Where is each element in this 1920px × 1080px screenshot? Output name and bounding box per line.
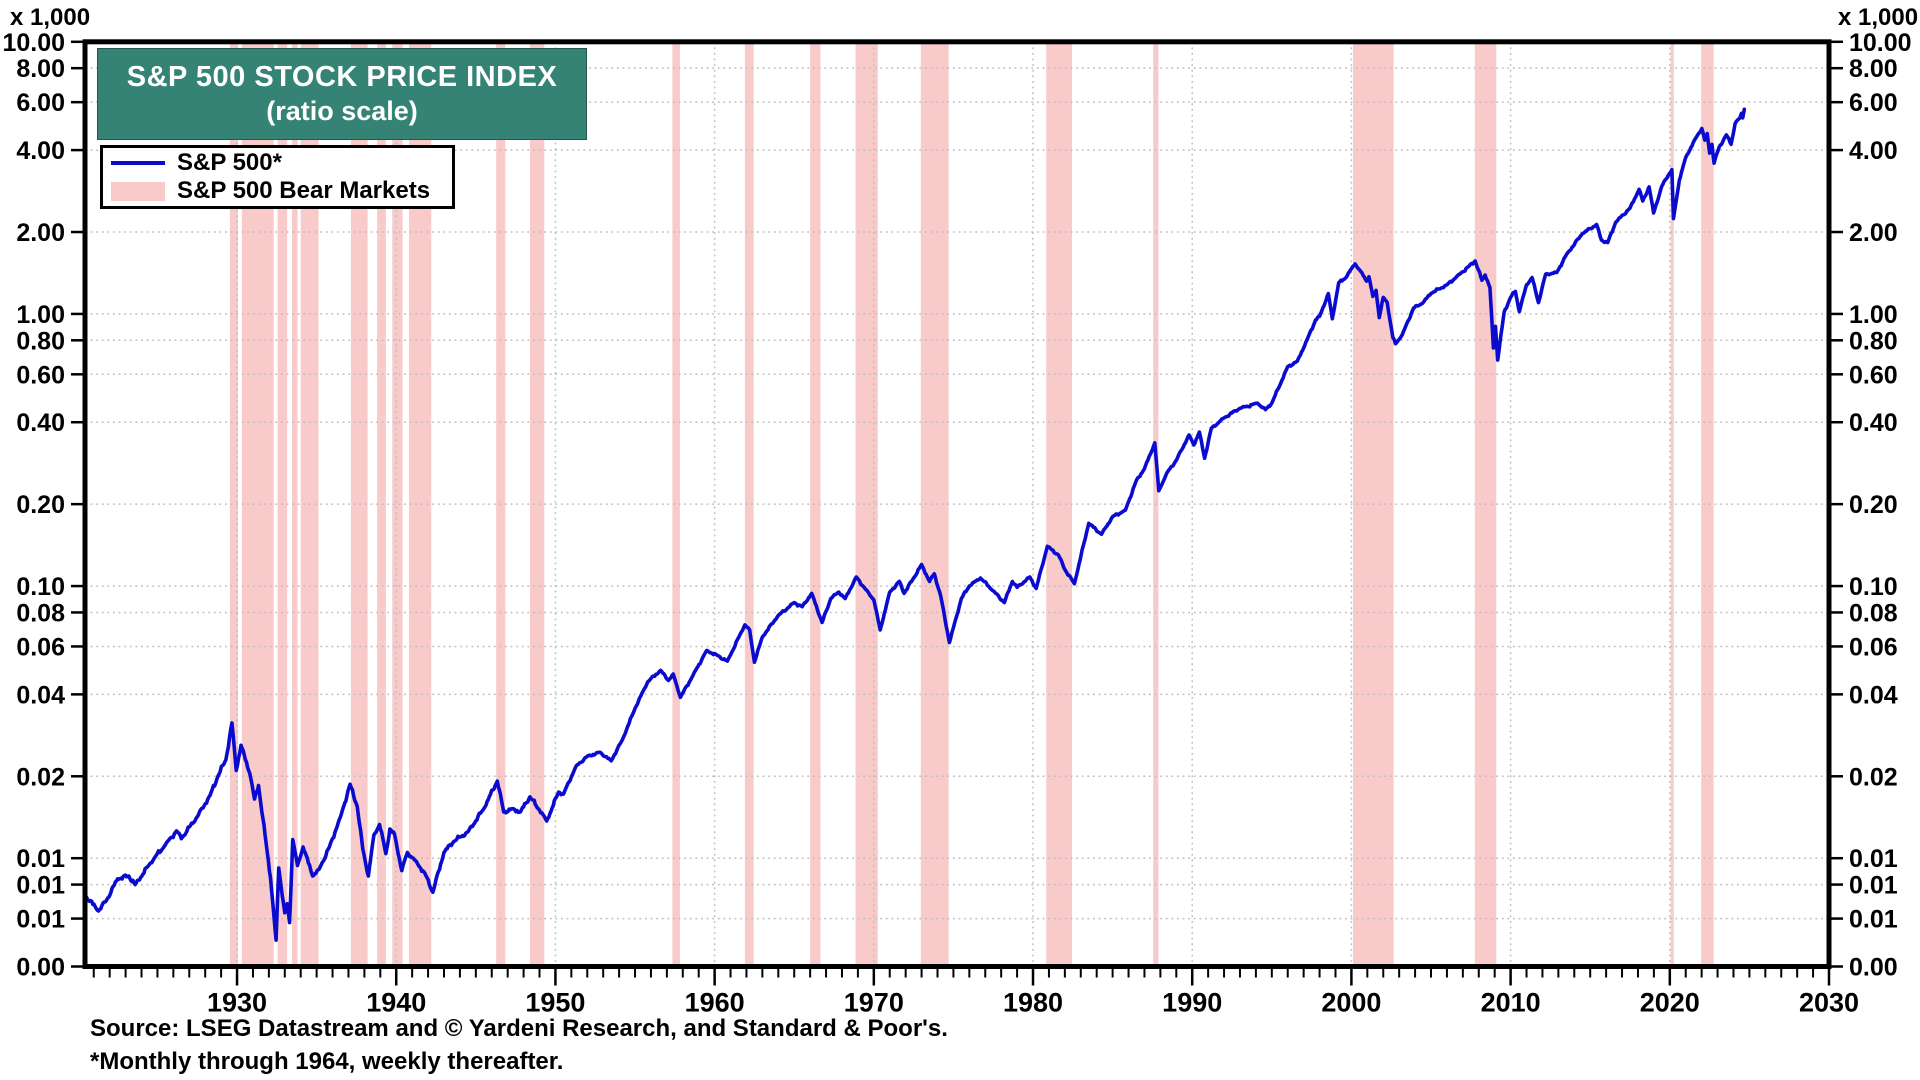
y-tick-label-left: 0.00 xyxy=(16,954,65,982)
x-tick-label: 2020 xyxy=(1640,988,1700,1018)
bear-market-bands xyxy=(229,41,1714,967)
y-tick-label-right: 0.04 xyxy=(1849,681,1898,709)
y-tick-label-left: 0.40 xyxy=(16,409,65,437)
source-line: Source: LSEG Datastream and © Yardeni Re… xyxy=(90,1015,948,1042)
y-tick-label-right: 0.60 xyxy=(1849,361,1898,389)
bear-market-band xyxy=(1670,41,1674,967)
x-tick-label: 1990 xyxy=(1162,988,1222,1018)
y-tick-label-right: 0.08 xyxy=(1849,599,1898,627)
sp500-line xyxy=(83,107,1747,942)
legend-item-sp500: S&P 500* xyxy=(111,149,452,176)
y-tick-label-right: 0.01 xyxy=(1849,906,1898,934)
y-tick-label-right: 1.00 xyxy=(1849,301,1898,329)
y-tick-label-right: 8.00 xyxy=(1849,55,1898,83)
y-tick-label-left: 0.01 xyxy=(16,872,65,900)
legend-band-swatch xyxy=(111,181,165,201)
y-tick-label-right: 0.02 xyxy=(1849,763,1898,791)
bear-market-band xyxy=(229,41,238,967)
chart-subtitle: (ratio scale) xyxy=(266,96,418,127)
y-tick-label-left: 0.02 xyxy=(16,763,65,791)
y-tick-label-left: 6.00 xyxy=(16,89,65,117)
bear-market-band xyxy=(744,41,754,967)
y-axis-unit-left: x 1,000 xyxy=(10,4,91,31)
y-tick-label-right: 0.20 xyxy=(1849,491,1898,519)
y-tick-label-right: 2.00 xyxy=(1849,219,1898,247)
x-tick-label: 1950 xyxy=(525,988,585,1018)
y-tick-label-left: 0.01 xyxy=(16,906,65,934)
y-tick-label-right: 0.01 xyxy=(1849,845,1898,873)
bear-market-band xyxy=(291,41,298,967)
bear-market-band xyxy=(1701,41,1714,967)
bear-market-band xyxy=(855,41,878,967)
x-tick-label: 1930 xyxy=(207,988,267,1018)
y-tick-label-left: 0.06 xyxy=(16,633,65,661)
y-tick-label-right: 10.00 xyxy=(1849,29,1912,57)
y-tick-label-right: 4.00 xyxy=(1849,137,1898,165)
y-tick-label-left: 1.00 xyxy=(16,301,65,329)
x-tick-label: 1960 xyxy=(685,988,745,1018)
x-tick-label: 1980 xyxy=(1003,988,1063,1018)
legend-label-bear-markets: S&P 500 Bear Markets xyxy=(177,177,431,204)
bear-market-band xyxy=(920,41,949,967)
y-tick-label-right: 0.01 xyxy=(1849,872,1898,900)
bear-market-band xyxy=(377,41,386,967)
legend-item-bear-markets: S&P 500 Bear Markets xyxy=(111,177,452,204)
y-tick-label-left: 0.01 xyxy=(16,845,65,873)
y-tick-label-right: 0.40 xyxy=(1849,409,1898,437)
y-tick-label-right: 0.06 xyxy=(1849,633,1898,661)
y-tick-label-left: 0.08 xyxy=(16,599,65,627)
legend-line-swatch xyxy=(111,161,165,165)
chart-title-box: S&P 500 STOCK PRICE INDEX (ratio scale) xyxy=(97,48,587,140)
bear-market-band xyxy=(810,41,821,967)
y-tick-label-left: 8.00 xyxy=(16,55,65,83)
y-tick-label-right: 6.00 xyxy=(1849,89,1898,117)
y-tick-label-left: 0.20 xyxy=(16,491,65,519)
y-tick-label-right: 0.80 xyxy=(1849,327,1898,355)
footnote-line: *Monthly through 1964, weekly thereafter… xyxy=(90,1048,564,1075)
y-axis-unit-right: x 1,000 xyxy=(1838,4,1919,31)
bear-market-band xyxy=(529,41,545,967)
y-tick-label-right: 0.10 xyxy=(1849,573,1898,601)
axis-ticks xyxy=(71,40,1843,986)
y-tick-label-left: 4.00 xyxy=(16,137,65,165)
source-note: Source: LSEG Datastream and © Yardeni Re… xyxy=(90,1012,948,1078)
x-tick-label: 2030 xyxy=(1799,988,1859,1018)
sp500-line-series xyxy=(83,107,1747,942)
bear-market-band xyxy=(408,41,432,967)
x-tick-label: 1940 xyxy=(366,988,426,1018)
y-tick-label-left: 0.10 xyxy=(16,573,65,601)
bear-market-band xyxy=(350,41,368,967)
y-tick-label-left: 0.80 xyxy=(16,327,65,355)
y-tick-label-left: 0.60 xyxy=(16,361,65,389)
bear-market-band xyxy=(392,41,403,967)
chart-title: S&P 500 STOCK PRICE INDEX xyxy=(126,61,558,93)
y-tick-label-right: 0.00 xyxy=(1849,954,1898,982)
bear-market-band xyxy=(672,41,680,967)
x-tick-label: 1970 xyxy=(844,988,904,1018)
axis-labels: 10.00 10.008.00 8.006.00 6.004.00 4.002.00 2.… xyxy=(2,29,1911,1018)
y-tick-label-left: 2.00 xyxy=(16,219,65,247)
x-tick-label: 2000 xyxy=(1321,988,1381,1018)
legend-label-sp500: S&P 500* xyxy=(177,149,282,176)
x-tick-label: 2010 xyxy=(1481,988,1541,1018)
legend: S&P 500* S&P 500 Bear Markets xyxy=(100,145,455,209)
y-tick-label-left: 0.04 xyxy=(16,681,65,709)
y-tick-label-left: 10.00 xyxy=(2,29,65,57)
bear-market-band xyxy=(1046,41,1073,967)
